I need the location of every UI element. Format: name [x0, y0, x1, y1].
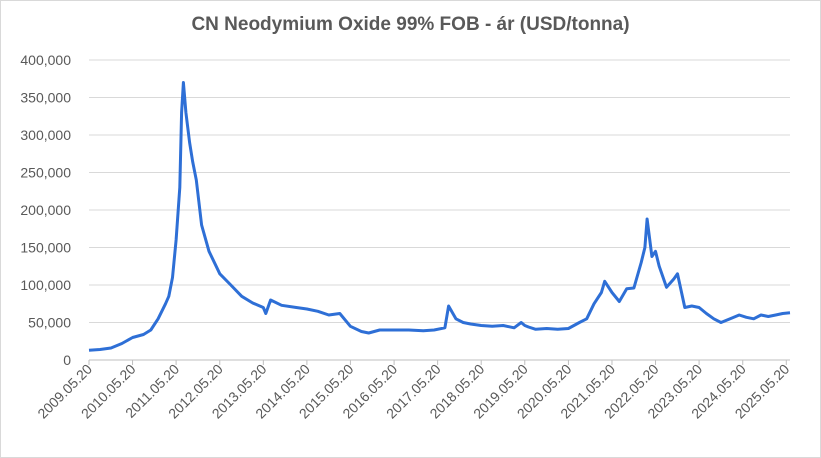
series-layer	[88, 81, 791, 352]
y-tick-label: 100,000	[20, 277, 71, 293]
y-tick-label: 150,000	[20, 240, 71, 256]
y-tick-label: 200,000	[20, 202, 71, 218]
chart-title: CN Neodymium Oxide 99% FOB - ár (USD/ton…	[191, 14, 630, 35]
gridlines	[89, 59, 790, 361]
y-tick-label: 250,000	[20, 165, 71, 181]
y-tick-label: 400,000	[20, 52, 71, 68]
y-tick-label: 350,000	[20, 90, 71, 106]
y-tick-label: 50,000	[28, 315, 71, 331]
y-tick-label: 0	[63, 352, 71, 368]
series-line-0	[88, 81, 791, 352]
x-axis-ticks: 2009.05.202010.05.202011.05.202012.05.20…	[34, 360, 793, 422]
y-axis-ticks: 0 50,000 100,000 150,000 200,000 250,000 300,0…	[20, 52, 71, 368]
y-tick-label: 300,000	[20, 127, 71, 143]
